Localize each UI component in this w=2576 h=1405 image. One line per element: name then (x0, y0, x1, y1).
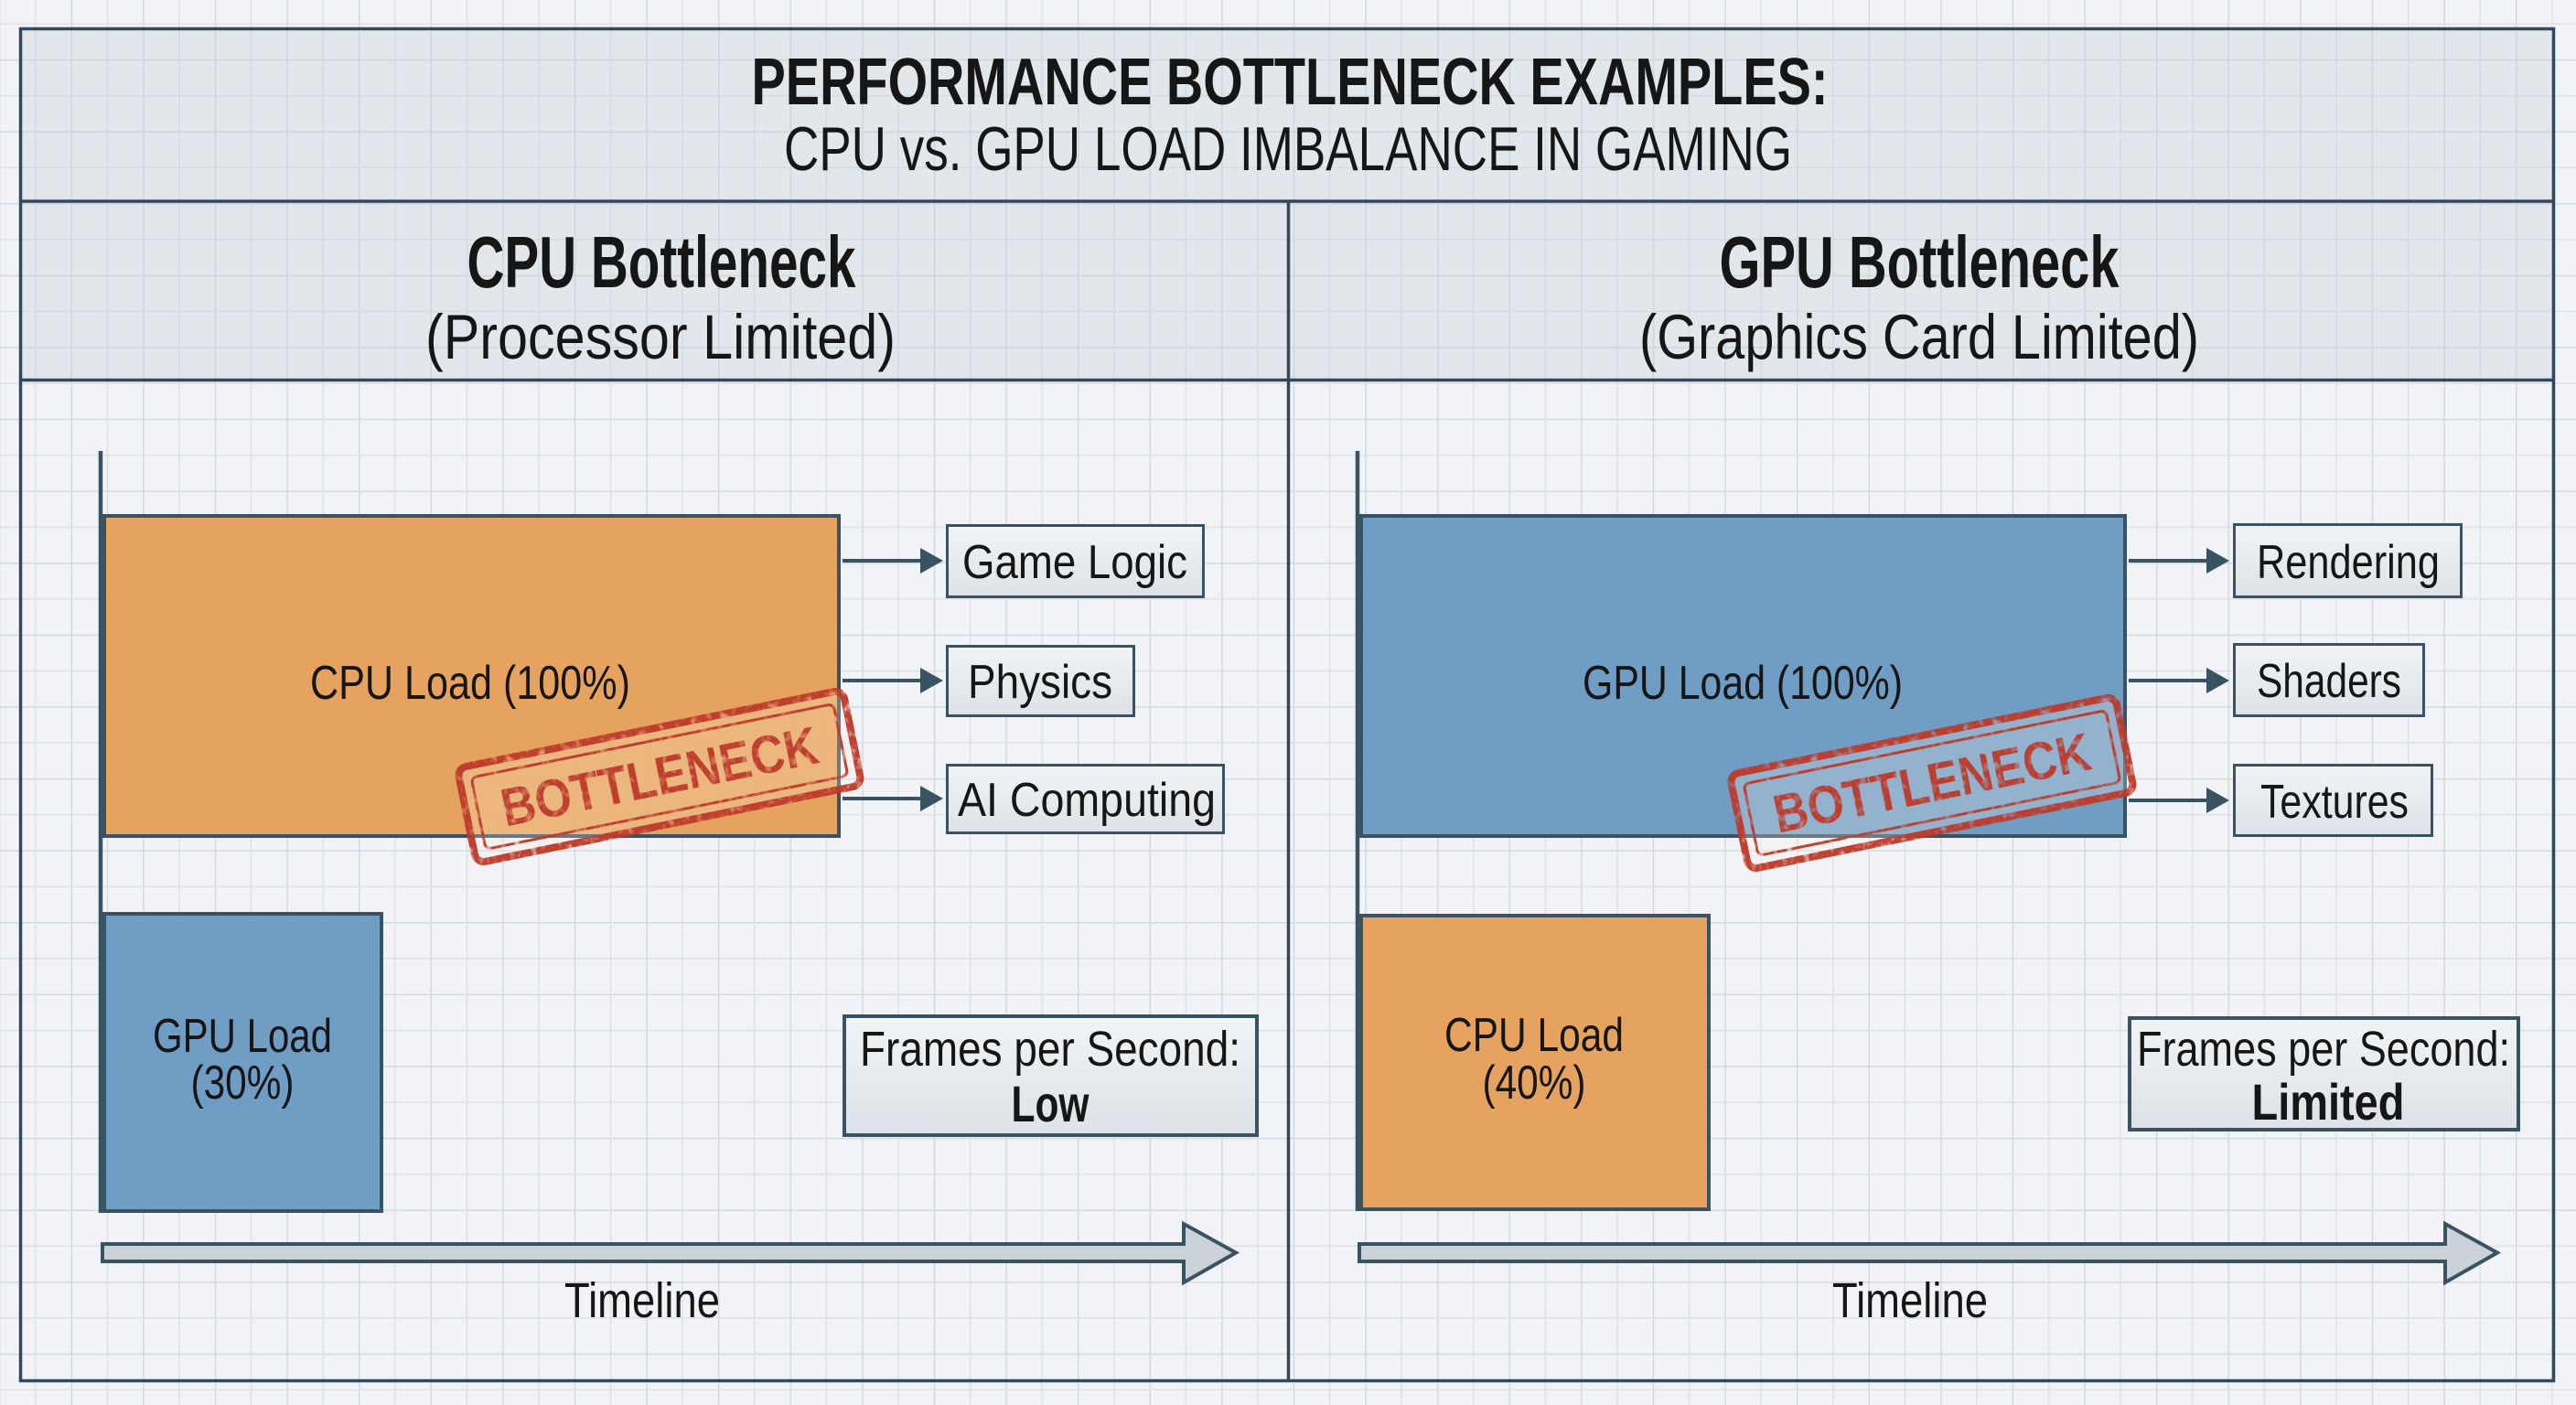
svg-text:Frames per Second:: Frames per Second: (860, 1022, 1240, 1077)
svg-text:Game Logic: Game Logic (962, 536, 1187, 589)
svg-text:Limited: Limited (2252, 1073, 2405, 1131)
svg-text:PERFORMANCE BOTTLENECK EXAMPLE: PERFORMANCE BOTTLENECK EXAMPLES: (752, 46, 1829, 119)
svg-text:(Graphics Card Limited): (Graphics Card Limited) (1639, 302, 2199, 372)
svg-text:Timeline: Timeline (564, 1273, 720, 1328)
svg-text:GPU Load: GPU Load (153, 1010, 332, 1063)
svg-text:Frames per Second:: Frames per Second: (2137, 1022, 2510, 1077)
svg-text:CPU Load: CPU Load (1444, 1009, 1624, 1062)
svg-text:Textures: Textures (2260, 776, 2409, 829)
svg-text:(Processor Limited): (Processor Limited) (425, 302, 896, 372)
svg-text:(40%): (40%) (1483, 1056, 1586, 1110)
svg-text:AI Computing: AI Computing (958, 774, 1216, 827)
svg-text:Physics: Physics (968, 656, 1112, 709)
svg-text:GPU Load (100%): GPU Load (100%) (1583, 657, 1903, 710)
svg-text:Timeline: Timeline (1832, 1273, 1988, 1328)
svg-text:Shaders: Shaders (2257, 655, 2401, 708)
svg-text:Low: Low (1012, 1075, 1089, 1132)
svg-text:CPU Load (100%): CPU Load (100%) (310, 657, 630, 710)
svg-text:CPU Bottleneck: CPU Bottleneck (467, 221, 856, 303)
svg-text:GPU Bottleneck: GPU Bottleneck (1720, 221, 2120, 303)
svg-text:(30%): (30%) (191, 1056, 295, 1110)
svg-text:CPU vs. GPU LOAD IMBALANCE IN: CPU vs. GPU LOAD IMBALANCE IN GAMING (784, 114, 1792, 184)
svg-text:Rendering: Rendering (2257, 536, 2440, 589)
